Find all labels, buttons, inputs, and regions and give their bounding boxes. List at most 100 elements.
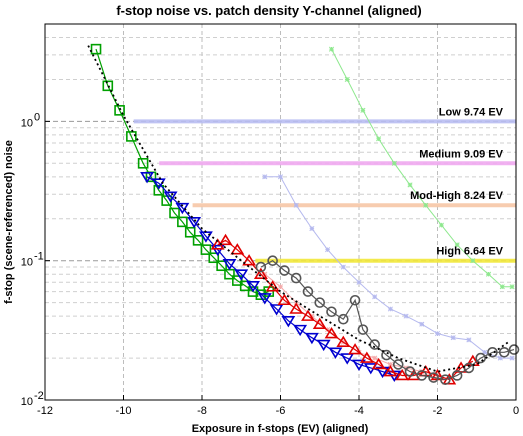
series-0-point-18 bbox=[247, 286, 259, 297]
series-5-point-12 bbox=[509, 284, 515, 290]
series-2-point-10 bbox=[324, 326, 339, 339]
series-4-point-16 bbox=[509, 355, 515, 361]
data-series bbox=[87, 43, 520, 385]
series-0-point-3 bbox=[126, 131, 137, 142]
series-1-point-17 bbox=[340, 353, 355, 365]
series-2-point-15 bbox=[383, 365, 398, 377]
series-0-point-13 bbox=[208, 252, 220, 264]
series-6-point-9 bbox=[403, 365, 409, 371]
series-1-point-13 bbox=[293, 324, 308, 337]
series-1-point-8 bbox=[234, 269, 249, 281]
series-0-point-0 bbox=[90, 43, 102, 55]
series-0-point-8 bbox=[169, 207, 180, 219]
series-0 bbox=[90, 43, 275, 300]
series-2-point-4 bbox=[253, 267, 268, 279]
chart-title: f-stop noise vs. patch density Y-channel… bbox=[116, 3, 421, 18]
series-4-point-15 bbox=[497, 355, 503, 361]
reference-label-3: High 6.64 EV bbox=[436, 246, 503, 258]
series-3 bbox=[255, 255, 520, 385]
series-4-point-10 bbox=[419, 321, 425, 327]
series-3-point-14 bbox=[416, 370, 428, 381]
series-6-point-8 bbox=[387, 361, 393, 367]
series-1-point-15 bbox=[316, 339, 331, 352]
series-4-point-1 bbox=[277, 174, 284, 180]
reference-label-0: Low 9.74 EV bbox=[439, 106, 504, 118]
series-2-point-13 bbox=[359, 351, 374, 363]
series-1-point-20 bbox=[375, 366, 390, 379]
series-4-point-8 bbox=[387, 306, 393, 312]
x-tick-label: -6 bbox=[276, 405, 286, 417]
series-4-point-7 bbox=[372, 294, 378, 300]
plot-area bbox=[45, 24, 516, 400]
series-4-point-2 bbox=[293, 202, 299, 208]
series-1-point-14 bbox=[304, 332, 319, 345]
series-4-point-5 bbox=[340, 264, 346, 270]
series-2-point-11 bbox=[336, 335, 351, 347]
x-tick-label: -2 bbox=[433, 405, 443, 417]
series-6-point-1 bbox=[277, 284, 284, 290]
series-4 bbox=[262, 174, 515, 361]
series-3-point-5 bbox=[314, 297, 326, 308]
reference-label-2: Mod-High 8.24 EV bbox=[410, 190, 504, 202]
series-7 bbox=[87, 45, 509, 373]
series-0-point-2 bbox=[114, 105, 125, 116]
series-2-point-1 bbox=[218, 233, 233, 246]
series-2-point-8 bbox=[301, 309, 315, 321]
series-5-point-6 bbox=[423, 202, 429, 208]
series-4-point-11 bbox=[434, 330, 441, 337]
series-2-point-16 bbox=[395, 368, 410, 381]
series-3-point-19 bbox=[475, 352, 486, 364]
series-3-point-3 bbox=[290, 272, 302, 284]
y-tick-exponent: -2 bbox=[34, 390, 44, 402]
series-2-point-6 bbox=[277, 293, 292, 306]
series-2-point-5 bbox=[265, 280, 280, 292]
series-1-point-11 bbox=[269, 304, 284, 316]
series-3-point-21 bbox=[498, 346, 510, 358]
x-tick-label: -8 bbox=[197, 405, 207, 417]
series-3-point-7 bbox=[337, 313, 349, 325]
series-4-point-12 bbox=[450, 335, 456, 341]
series-1-point-6 bbox=[210, 244, 225, 257]
x-tick-label: -12 bbox=[37, 405, 53, 417]
series-3-point-6 bbox=[326, 306, 337, 318]
series-3-point-22 bbox=[508, 344, 520, 355]
series-5-point-3 bbox=[376, 136, 382, 142]
series-2-point-12 bbox=[348, 343, 363, 355]
series-5-point-1 bbox=[344, 76, 350, 82]
series-0-point-4 bbox=[137, 158, 149, 169]
series-5-point-0 bbox=[328, 46, 335, 52]
series-0-point-1 bbox=[102, 80, 114, 92]
series-0-point-14 bbox=[216, 260, 227, 272]
series-3-point-20 bbox=[487, 346, 498, 358]
series-2-point-3 bbox=[242, 254, 257, 266]
series-6-point-7 bbox=[372, 355, 378, 361]
series-3-point-12 bbox=[392, 359, 404, 370]
series-4-point-4 bbox=[325, 247, 331, 253]
series-5-point-2 bbox=[360, 107, 366, 113]
series-2-point-7 bbox=[289, 302, 304, 314]
series-0-point-11 bbox=[192, 235, 204, 246]
y-tick-label: 10 bbox=[21, 396, 33, 408]
series-4-point-14 bbox=[482, 349, 488, 355]
series-5 bbox=[328, 46, 515, 290]
series-2-point-2 bbox=[230, 243, 245, 255]
series-0-point-9 bbox=[177, 216, 188, 228]
y-tick-label: 10 bbox=[21, 257, 33, 269]
series-2-point-14 bbox=[371, 357, 386, 370]
series-4-point-9 bbox=[403, 313, 409, 319]
x-tick-label: -10 bbox=[116, 405, 132, 417]
series-3-point-11 bbox=[381, 349, 392, 361]
series-3-point-15 bbox=[428, 372, 439, 383]
series-2-point-9 bbox=[312, 317, 327, 330]
series-3-point-0 bbox=[255, 261, 267, 273]
series-1-point-2 bbox=[163, 191, 178, 203]
series-3-point-8 bbox=[349, 294, 361, 306]
series-1-point-1 bbox=[151, 178, 166, 190]
series-3-point-2 bbox=[279, 265, 290, 276]
series-5-point-11 bbox=[499, 284, 505, 290]
series-3-point-9 bbox=[357, 324, 369, 335]
series-1-point-7 bbox=[222, 258, 237, 271]
series-0-point-10 bbox=[184, 226, 196, 238]
